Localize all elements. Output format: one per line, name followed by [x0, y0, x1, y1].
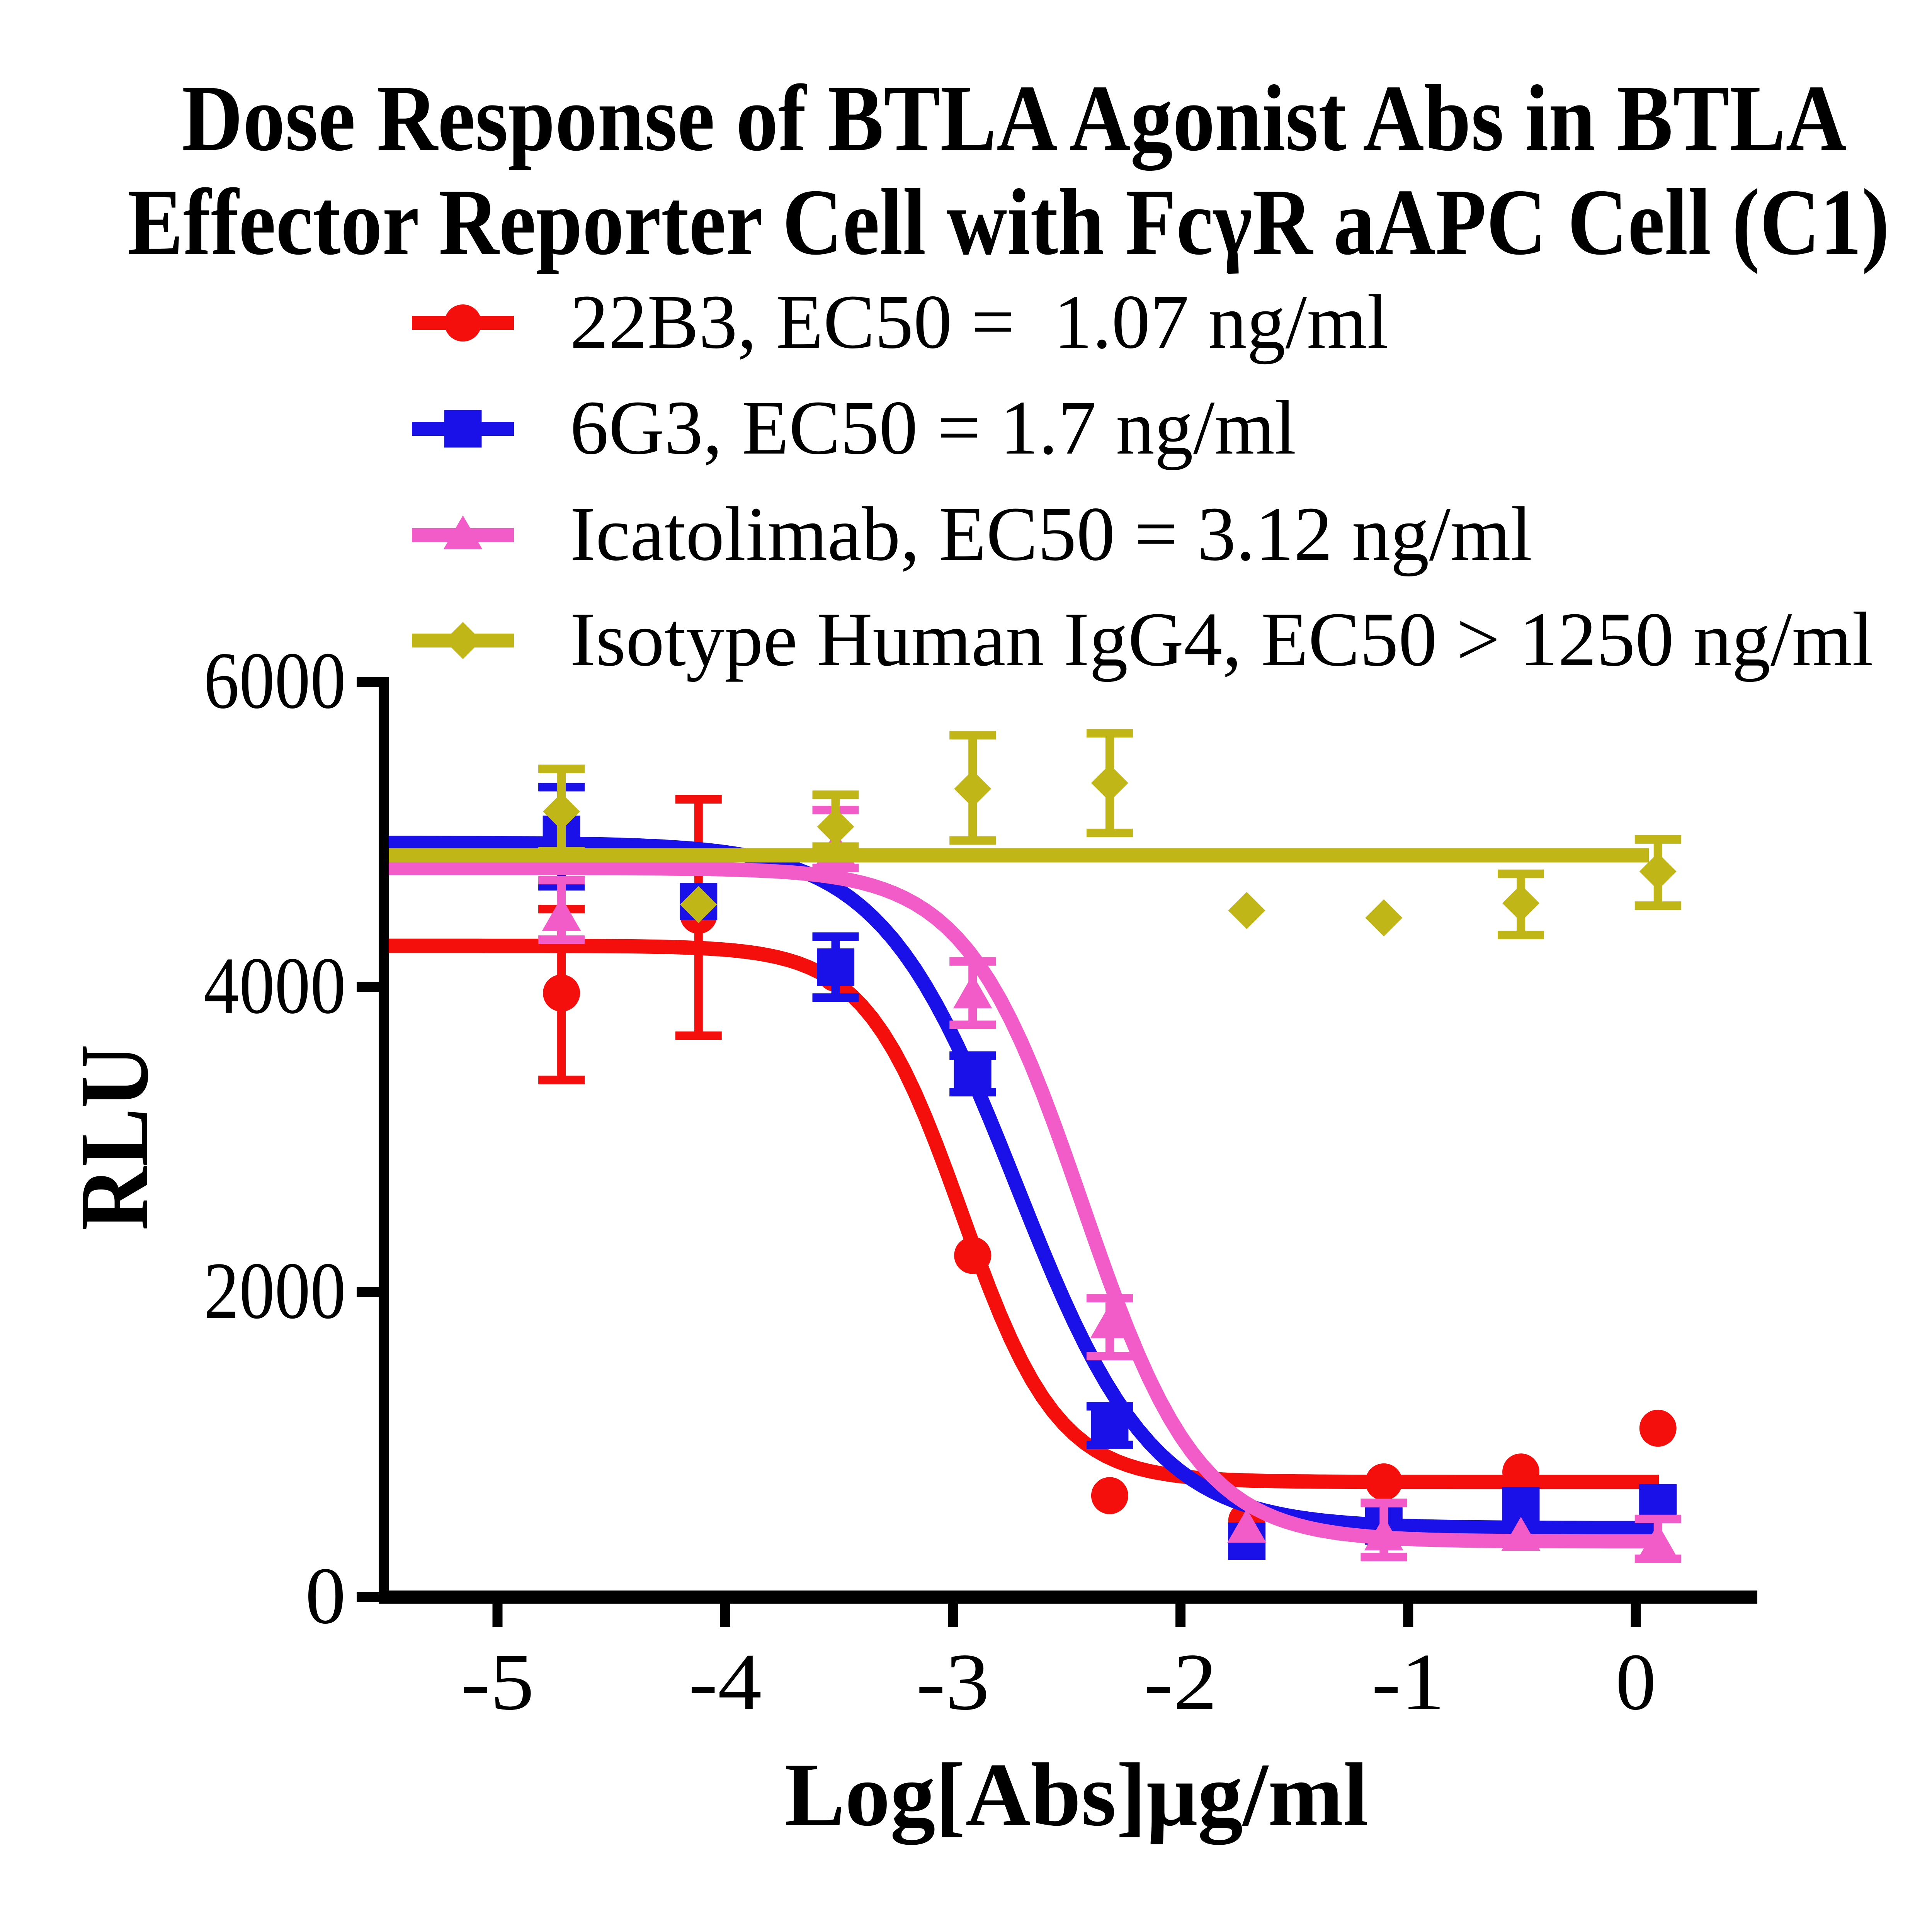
svg-text:-1: -1	[1371, 1637, 1445, 1727]
svg-text:Log[Abs]μg/ml: Log[Abs]μg/ml	[785, 1744, 1369, 1845]
svg-text:Dose Response of BTLA Agonist: Dose Response of BTLA Agonist Abs in BTL…	[182, 66, 1847, 171]
svg-text:-2: -2	[1144, 1637, 1217, 1727]
svg-text:-4: -4	[689, 1637, 762, 1727]
svg-text:-3: -3	[916, 1637, 990, 1727]
svg-text:0: 0	[1616, 1637, 1656, 1727]
svg-text:-5: -5	[461, 1637, 534, 1727]
svg-text:22B3, EC50 = 1.07 ng/ml: 22B3, EC50 = 1.07 ng/ml	[570, 279, 1388, 365]
svg-text:Effector Reporter Cell with Fc: Effector Reporter Cell with FcγR aAPC Ce…	[128, 170, 1889, 274]
svg-text:4000: 4000	[204, 941, 346, 1031]
svg-text:RLU: RLU	[60, 1044, 169, 1230]
svg-text:6000: 6000	[204, 636, 346, 726]
svg-text:6G3, EC50 = 1.7 ng/ml: 6G3, EC50 = 1.7 ng/ml	[570, 385, 1296, 471]
svg-text:Icatolimab, EC50 = 3.12 ng/ml: Icatolimab, EC50 = 3.12 ng/ml	[570, 491, 1532, 577]
svg-text:0: 0	[305, 1551, 346, 1641]
svg-text:Isotype Human IgG4, EC50 > 125: Isotype Human IgG4, EC50 > 1250 ng/ml	[570, 597, 1874, 682]
svg-text:2000: 2000	[204, 1246, 346, 1336]
